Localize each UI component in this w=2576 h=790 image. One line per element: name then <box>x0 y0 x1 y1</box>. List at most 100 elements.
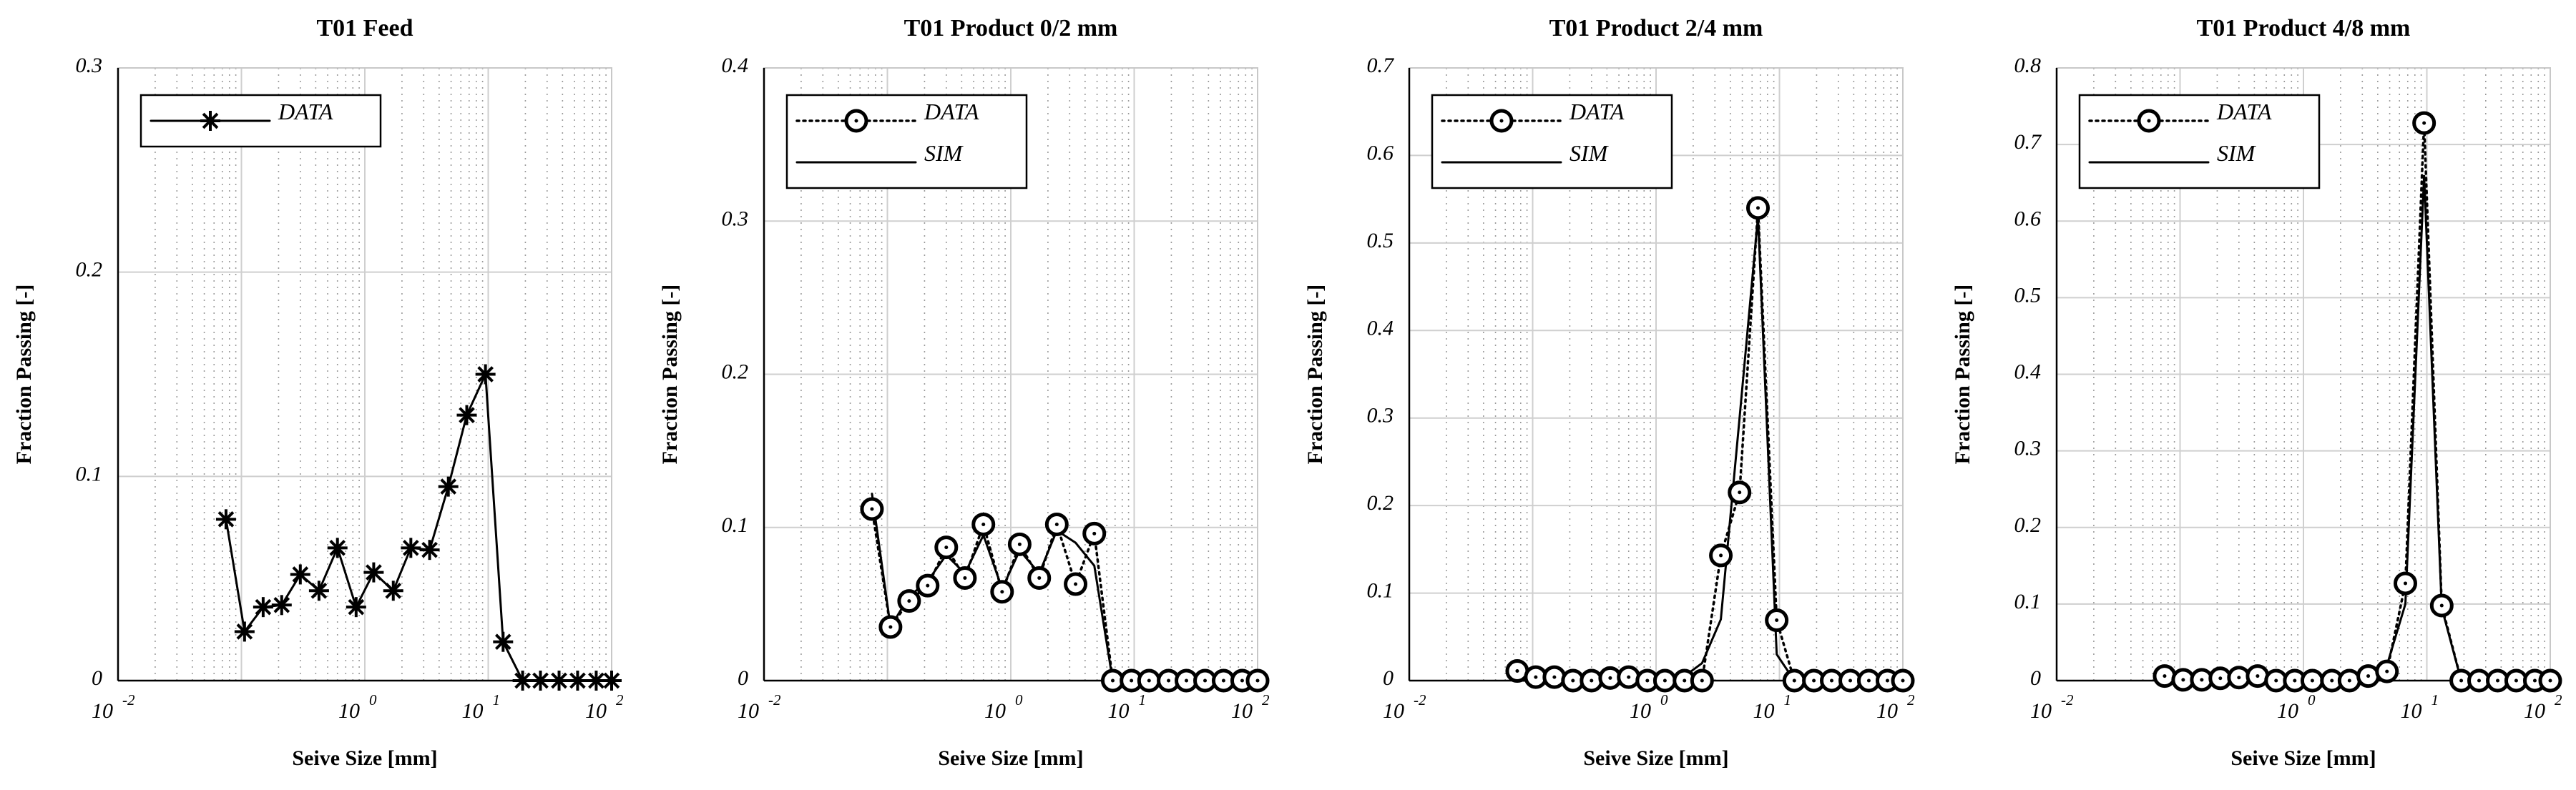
data-point <box>1652 668 1677 693</box>
legend-box <box>1431 94 1673 189</box>
y-tick-label: 0.3 <box>1367 404 1394 428</box>
data-point <box>1728 480 1752 505</box>
data-point-stroke <box>514 672 531 689</box>
x-tick-label: 10 <box>2401 699 2422 723</box>
y-tick-label: 0 <box>92 666 102 690</box>
data-point-center <box>1590 678 1594 683</box>
data-point-center <box>2366 674 2371 678</box>
x-tick-exponent: -2 <box>122 691 135 708</box>
data-point <box>860 497 884 521</box>
data-point <box>990 580 1014 604</box>
data-point-center <box>2347 678 2351 683</box>
series-data <box>2153 111 2562 693</box>
data-point <box>493 631 514 652</box>
data-point <box>2393 571 2417 596</box>
data-point-center <box>2532 678 2537 683</box>
data-point <box>456 405 477 425</box>
data-point-center <box>1719 553 1723 558</box>
data-point <box>1044 512 1069 536</box>
data-point-center <box>2200 678 2204 682</box>
data-point <box>2375 659 2399 683</box>
legend: DATA SIM <box>1431 94 1673 189</box>
data-point <box>1064 572 1088 596</box>
data-point-center <box>1515 669 1519 673</box>
data-point <box>1027 566 1052 590</box>
data-point <box>602 671 622 691</box>
data-point-center <box>1645 678 1650 683</box>
legend: DATA SIM <box>785 94 1028 189</box>
data-point-center <box>1683 678 1687 683</box>
data-point <box>290 564 310 585</box>
x-tick-exponent: 0 <box>2308 691 2316 708</box>
data-point-center <box>2237 676 2241 680</box>
data-point-center <box>1110 678 1115 683</box>
data-point <box>844 109 868 133</box>
data-point-center <box>1700 678 1704 683</box>
x-tick-label: 10 <box>585 699 607 723</box>
legend: DATA <box>139 94 382 148</box>
x-tick-label: 10 <box>1108 699 1130 723</box>
x-tick-exponent: -2 <box>768 691 781 708</box>
data-point <box>2153 664 2177 688</box>
data-point-center <box>2256 674 2260 678</box>
data-point-center <box>870 507 874 511</box>
y-tick-label: 0.1 <box>2014 590 2042 613</box>
chart-panel-4: 0 0.1 0.2 0.3 0.4 0.5 0.6 0.7 0.8 10 -2 10 0 10 1 10 2 T0… <box>1951 15 2562 770</box>
y-tick-label: 0.2 <box>1367 491 1394 515</box>
x-tick-label: 10 <box>1753 699 1775 723</box>
data-point <box>363 562 384 583</box>
data-point-center <box>2385 669 2389 673</box>
data-point <box>200 111 220 131</box>
x-tick-label: 10 <box>1630 699 1651 723</box>
x-tick-label: 10 <box>1231 699 1253 723</box>
data-point-center <box>2403 581 2407 586</box>
data-point <box>1745 196 1770 220</box>
data-point <box>549 671 569 691</box>
data-point <box>1245 668 1270 693</box>
data-point <box>567 671 588 691</box>
data-point-center <box>1074 582 1078 586</box>
legend-label: SIM <box>924 140 964 166</box>
y-tick-label: 0 <box>1383 666 1394 690</box>
data-point <box>878 615 903 639</box>
data-point-center <box>963 576 967 580</box>
data-point <box>512 671 533 691</box>
data-point-stroke <box>236 623 253 640</box>
data-point <box>327 538 348 558</box>
data-point-stroke <box>532 672 549 689</box>
y-tick-label: 0.5 <box>2014 283 2042 307</box>
data-point-center <box>2310 678 2314 683</box>
data-point-center <box>1167 678 1171 683</box>
data-point <box>2412 111 2437 135</box>
data-point-center <box>1775 618 1779 623</box>
chart-panel-1: 0 0.1 0.2 0.3 10 -2 10 0 10 1 10 2 T01 Feed Seive Siz… <box>12 15 624 770</box>
data-point-center <box>1866 678 1871 683</box>
data-point-center <box>1185 678 1189 683</box>
data-point-stroke <box>403 540 419 556</box>
chart-title: T01 Product 4/8 mm <box>2197 15 2411 41</box>
legend-label: DATA <box>924 99 979 124</box>
data-point <box>1765 608 1789 633</box>
data-point <box>934 535 959 560</box>
data-point-center <box>2218 676 2223 681</box>
data-point-center <box>2274 678 2278 683</box>
y-tick-label: 0.7 <box>2014 130 2043 154</box>
data-point-center <box>2514 678 2518 683</box>
x-tick-exponent: 2 <box>2555 691 2562 708</box>
y-tick-label: 0.3 <box>722 207 749 230</box>
y-axis-label: Fraction Passing [-] <box>12 285 36 465</box>
data-point-center <box>1755 206 1760 210</box>
y-tick-label: 0.1 <box>722 513 749 537</box>
data-point-center <box>1662 678 1667 683</box>
y-tick-label: 0.1 <box>76 462 103 485</box>
data-point-stroke <box>329 540 346 556</box>
data-point-center <box>1221 678 1225 683</box>
data-point <box>1542 665 1567 689</box>
y-tick-label: 0.3 <box>76 54 103 77</box>
x-axis-label: Seive Size [mm] <box>292 746 437 770</box>
x-axis-label: Seive Size [mm] <box>938 746 1083 770</box>
data-point-center <box>1571 678 1575 683</box>
data-point <box>475 364 496 385</box>
data-point <box>1580 668 1604 693</box>
